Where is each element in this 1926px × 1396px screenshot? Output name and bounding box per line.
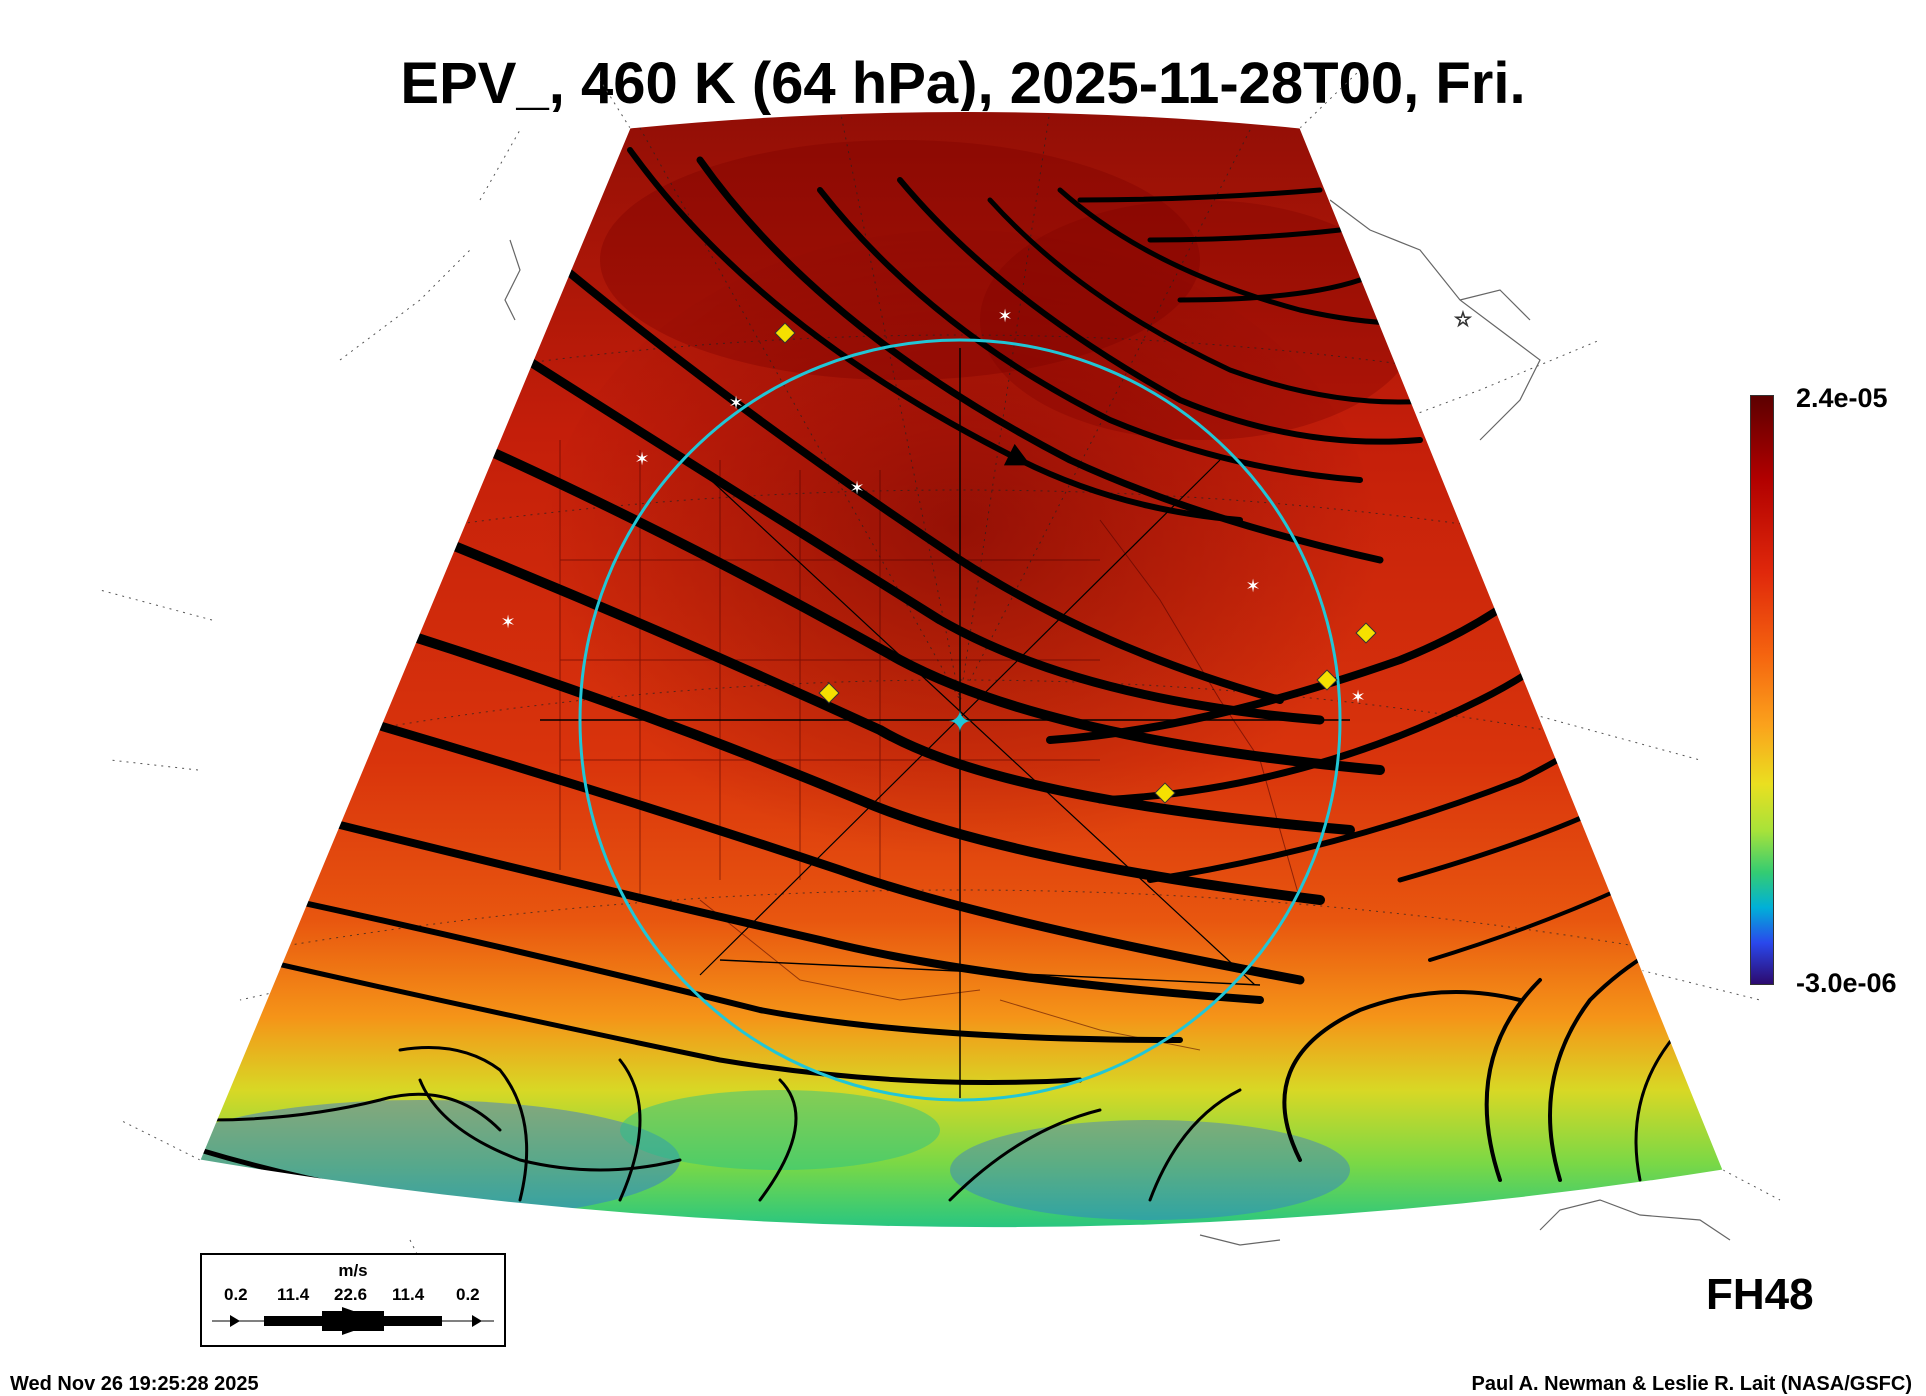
streamline: [398, 1046, 529, 1202]
streamline: [415, 415, 1385, 775]
credit: Paul A. Newman & Leslie R. Lait (NASA/GS…: [1471, 1373, 1912, 1395]
streamline: [987, 197, 1443, 405]
streamline: [355, 615, 1325, 905]
legend-value: 11.4: [392, 1285, 425, 1304]
streamline: [208, 1092, 502, 1132]
diagonal-crosshair: [699, 459, 1256, 986]
diamond-marker: [818, 682, 840, 704]
map-title: EPV_, 460 K (64 hPa), 2025-11-28T00, Fri…: [400, 51, 1526, 116]
colorbar-max-label: 2.4e-05: [1796, 383, 1888, 413]
sector-outline: [199, 111, 1724, 1229]
center-star-icon: ✦: [947, 705, 972, 740]
legend-value: 11.4: [277, 1285, 310, 1304]
streamline: [355, 715, 1305, 985]
streamline: [758, 1078, 798, 1202]
vortex-edge-circle: [578, 338, 1342, 1102]
streamline: [696, 156, 1384, 564]
streamline: [1282, 990, 1522, 1162]
timestamp: Wed Nov 26 19:25:28 2025: [10, 1373, 259, 1395]
streamline: [385, 515, 1355, 835]
legend-value: 22.6: [334, 1285, 368, 1304]
diamond-marker: [1355, 622, 1377, 644]
station-diamonds: [774, 322, 1377, 804]
streamline: [1177, 277, 1363, 303]
station-stars: ✶ ✶ ✶ ✶ ✶ ✶ ✶ ✶: [500, 306, 1482, 708]
diamond-marker: [1154, 782, 1176, 804]
streamline: [897, 177, 1423, 445]
star-marker: ✶: [634, 449, 649, 470]
star-marker: ✶: [997, 306, 1012, 327]
center-crosshair: [540, 348, 1350, 1098]
streamline: [817, 187, 1363, 483]
forecast-hour-label: FH48: [1706, 1270, 1814, 1319]
wind-speed-legend: m/s 0.2 11.4 22.6 11.4 0.2: [200, 1253, 506, 1347]
star-marker: ✶: [849, 478, 864, 499]
legend-value: 0.2: [224, 1285, 248, 1304]
star-marker: ✶: [1350, 687, 1365, 708]
star-marker: ✶: [500, 612, 515, 633]
streamline: [287, 897, 1183, 1043]
star-marker: ✶: [1467, 526, 1482, 547]
streamline: [948, 1108, 1102, 1202]
streamline: [1147, 227, 1343, 243]
streamline: [316, 816, 1264, 1004]
legend-value: 0.2: [456, 1285, 480, 1304]
diamond-marker: [774, 322, 796, 344]
streamline: [1148, 1088, 1242, 1202]
legend-unit: m/s: [338, 1261, 368, 1280]
legend-arrow: [212, 1307, 494, 1335]
streamline: [627, 147, 1243, 523]
streamline: [475, 325, 1325, 725]
colorbar-min-label: -3.0e-06: [1796, 968, 1897, 998]
star-marker: ✶: [728, 393, 743, 414]
streamline: [618, 1058, 642, 1202]
epv-field: [200, 111, 1723, 1228]
streamline: [526, 236, 1284, 704]
outline-star-icon: ☆: [1454, 307, 1472, 331]
colorbar: [1750, 395, 1774, 985]
diamond-marker: [1316, 669, 1338, 691]
streamline: [1077, 187, 1323, 203]
star-marker: ✶: [1245, 576, 1260, 597]
